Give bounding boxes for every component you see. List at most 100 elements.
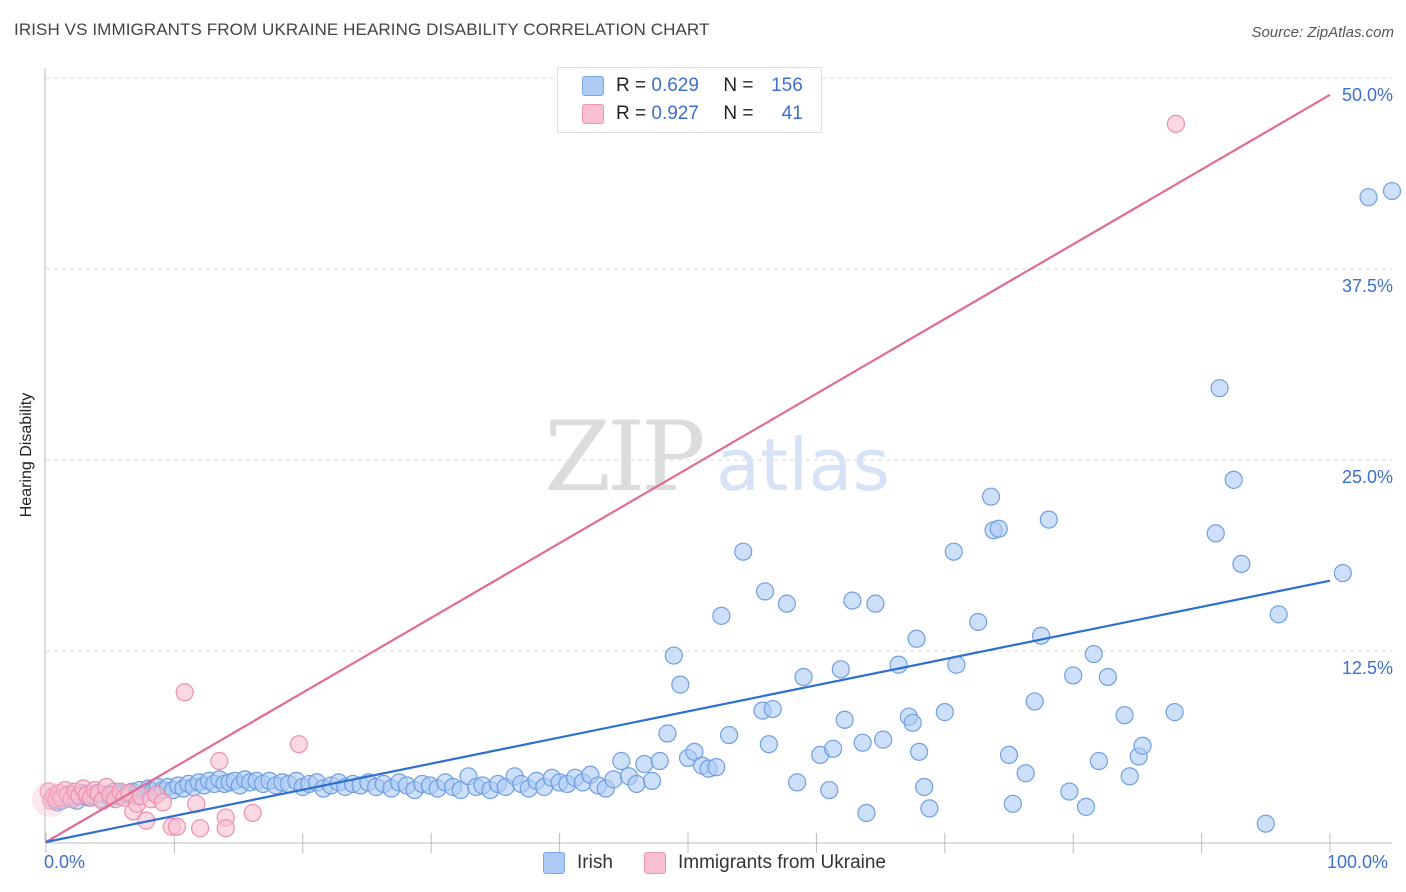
ukraine-point: [153, 793, 172, 812]
irish-point: [835, 710, 854, 729]
legend-n-label: N =: [723, 75, 754, 96]
irish-point: [820, 780, 839, 800]
irish-point: [915, 777, 934, 797]
irish-point: [664, 646, 683, 665]
ukraine-trend-line: [45, 93, 1331, 843]
irish-point: [635, 754, 654, 774]
watermark: ZIP atlas: [544, 401, 890, 513]
ukraine-points: [31, 114, 1186, 838]
irish-point: [642, 771, 662, 790]
legend-swatch-irish: [582, 76, 604, 96]
ukraine-point: [1166, 114, 1186, 133]
legend-swatch-irish: [543, 852, 565, 874]
irish-point: [999, 745, 1019, 765]
irish-point: [734, 542, 753, 561]
irish-point: [969, 612, 988, 632]
irish-point: [874, 730, 893, 749]
irish-point: [788, 773, 807, 792]
irish-point: [843, 591, 862, 610]
x-tick-label-max: 100.0%: [1327, 852, 1389, 872]
irish-point: [1115, 706, 1134, 725]
irish-point: [777, 594, 796, 613]
irish-point: [1269, 605, 1288, 624]
irish-trend-line: [45, 579, 1331, 844]
irish-points: [44, 181, 1402, 833]
irish-point: [853, 733, 872, 752]
ukraine-point: [210, 751, 229, 771]
trend-lines: [45, 93, 1331, 844]
irish-point: [1206, 524, 1225, 543]
stats-legend: R = 0.629 N = 156 R = 0.927 N = 41: [557, 67, 822, 133]
watermark-atlas: atlas: [716, 423, 890, 507]
irish-point: [1359, 188, 1378, 207]
irish-point: [604, 770, 623, 789]
legend-item-irish[interactable]: Irish: [543, 852, 613, 874]
irish-point: [1333, 563, 1352, 583]
y-tick-label: 25.0%: [1341, 467, 1393, 487]
irish-point: [1382, 181, 1402, 201]
legend-label-irish: Irish: [577, 852, 613, 873]
irish-point: [1165, 703, 1184, 722]
irish-point: [658, 724, 677, 743]
irish-point: [1060, 782, 1079, 801]
irish-point: [1084, 644, 1103, 664]
irish-point: [755, 582, 775, 601]
legend-item-ukraine[interactable]: Immigrants from Ukraine: [644, 852, 886, 874]
ukraine-point: [289, 735, 309, 754]
irish-point: [671, 675, 690, 694]
watermark-zip: ZIP: [544, 401, 703, 513]
irish-point: [627, 774, 646, 794]
irish-point: [907, 629, 926, 648]
y-tick-label: 50.0%: [1341, 85, 1393, 105]
ukraine-point: [175, 683, 194, 702]
irish-point: [903, 713, 922, 732]
legend-n-value: 156: [771, 75, 803, 96]
legend-r-label: R =: [616, 103, 647, 124]
irish-point: [650, 751, 669, 771]
chart-title: IRISH VS IMMIGRANTS FROM UKRAINE HEARING…: [14, 20, 710, 39]
ukraine-point: [190, 819, 210, 838]
irish-point: [1210, 379, 1229, 398]
irish-point: [935, 703, 954, 722]
irish-point: [1025, 692, 1044, 711]
source-credit: Source: ZipAtlas.com: [1251, 24, 1394, 41]
irish-point: [1120, 767, 1139, 786]
ukraine-point-cluster: [31, 781, 68, 818]
irish-point: [763, 699, 782, 719]
axes: [44, 68, 1392, 853]
irish-point: [920, 799, 939, 818]
irish-point: [1016, 764, 1035, 783]
grid: [46, 77, 1392, 652]
irish-point: [831, 660, 850, 679]
irish-point: [1003, 794, 1022, 813]
x-tick-label-min: 0.0%: [44, 852, 86, 872]
irish-point: [712, 606, 731, 625]
ukraine-point: [243, 803, 262, 823]
irish-point: [1098, 667, 1117, 687]
irish-point: [1039, 510, 1058, 529]
legend-r-value: 0.629: [651, 75, 699, 96]
irish-point: [857, 803, 876, 823]
irish-point: [1224, 470, 1243, 489]
irish-point: [1064, 666, 1083, 685]
irish-point: [1232, 554, 1251, 574]
irish-point: [612, 751, 631, 771]
irish-point: [1076, 797, 1096, 816]
irish-point: [794, 667, 813, 687]
irish-point: [866, 594, 885, 613]
irish-point: [823, 739, 843, 758]
irish-point: [1256, 814, 1275, 833]
legend-r-value: 0.927: [651, 103, 699, 124]
y-tick-label: 12.5%: [1341, 658, 1393, 678]
legend-row-irish: R = 0.629 N = 156: [582, 74, 803, 98]
irish-point: [989, 519, 1008, 538]
irish-point: [707, 758, 726, 777]
irish-point: [1089, 751, 1108, 771]
irish-point: [944, 542, 963, 561]
irish-point: [981, 487, 1001, 506]
legend-n-value: 41: [781, 103, 803, 124]
legend-swatch-ukraine: [582, 104, 604, 124]
ukraine-point: [167, 817, 187, 836]
y-tick-label: 37.5%: [1341, 276, 1393, 296]
